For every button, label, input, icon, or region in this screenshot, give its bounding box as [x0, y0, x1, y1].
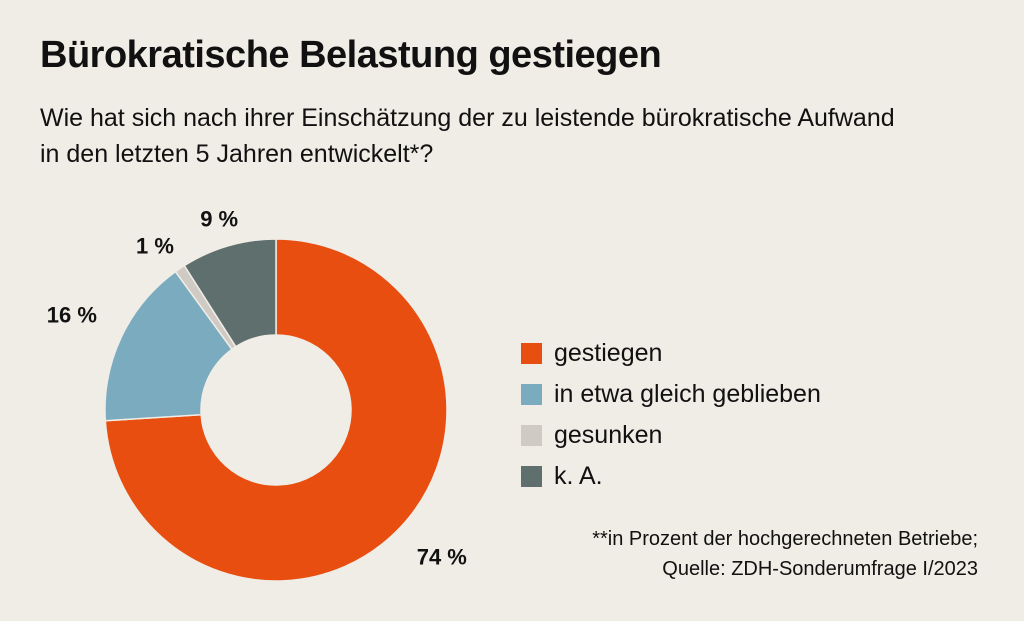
legend-swatch: [521, 384, 542, 405]
legend-label: in etwa gleich geblieben: [554, 380, 821, 408]
label-gesunken: 1 %: [136, 233, 174, 258]
legend-item-gleich: in etwa gleich geblieben: [521, 374, 821, 415]
legend-item-ka: k. A.: [521, 456, 821, 497]
chart-legend: gestiegen in etwa gleich geblieben gesun…: [521, 333, 821, 497]
slice-gestiegen: [104, 238, 448, 582]
chart-title: Bürokratische Belastung gestiegen: [40, 34, 662, 76]
footnote-note: **in Prozent der hochgerechneten Betrieb…: [592, 528, 978, 550]
slice-ka: [183, 238, 277, 348]
legend-item-gesunken: gesunken: [521, 415, 821, 456]
label-ka: 9 %: [200, 206, 238, 231]
legend-label: gestiegen: [554, 339, 663, 367]
legend-label: k. A.: [554, 462, 603, 490]
label-gestiegen: 74 %: [417, 544, 467, 569]
legend-item-gestiegen: gestiegen: [521, 333, 821, 374]
chart-subtitle: Wie hat sich nach ihrer Einschätzung der…: [40, 104, 895, 168]
donut-slices: [104, 238, 448, 582]
slice-gleich: [104, 270, 233, 422]
legend-swatch: [521, 466, 542, 487]
legend-swatch: [521, 425, 542, 446]
legend-label: gesunken: [554, 421, 663, 449]
footnote-source: Quelle: ZDH-Sonderumfrage I/2023: [662, 558, 978, 580]
slice-labels: 74 % 16 % 1 % 9 %: [47, 206, 467, 569]
label-gleich: 16 %: [47, 303, 97, 328]
legend-swatch: [521, 343, 542, 364]
footnote: **in Prozent der hochgerechneten Betrieb…: [592, 524, 978, 584]
